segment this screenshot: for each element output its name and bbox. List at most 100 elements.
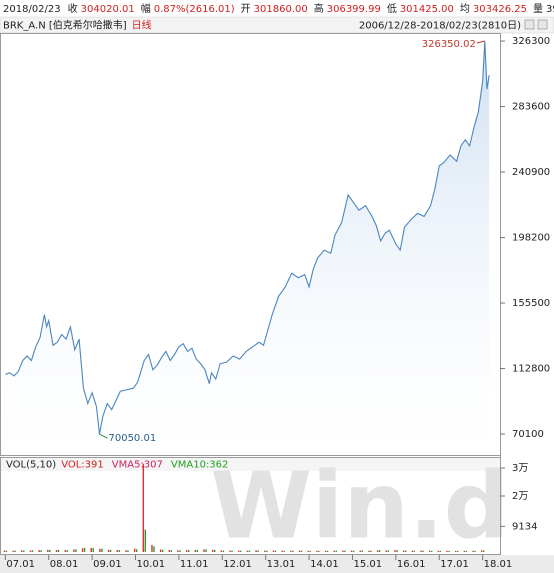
- volume-bar: [324, 550, 327, 552]
- x-tick-label: 17.01: [440, 559, 469, 570]
- volume-bar: [437, 550, 440, 552]
- volume-bar: [248, 550, 251, 552]
- volume-bar: [3, 550, 6, 552]
- volume-bar: [281, 550, 283, 552]
- y-tick-label: 155500: [512, 298, 550, 309]
- volume-bar: [361, 550, 363, 552]
- info-label: 低: [387, 2, 397, 15]
- volume-bar: [144, 529, 146, 552]
- volume-bar: [344, 550, 346, 552]
- price-line: [5, 40, 490, 435]
- volume-bar: [394, 550, 396, 552]
- info-items: 2018/02/23 收 304020.01 幅 0.87%(2616.01) 开 3018…: [3, 2, 554, 15]
- volume-bar: [404, 550, 407, 552]
- volume-bar: [359, 550, 361, 552]
- volume-bar: [12, 550, 14, 552]
- y-tick-label: 112800: [512, 364, 550, 375]
- volume-bar: [483, 550, 485, 552]
- volume-bar: [463, 550, 466, 552]
- icon-button[interactable]: [537, 19, 548, 30]
- volume-bar: [142, 463, 144, 552]
- volume-bar: [309, 550, 311, 552]
- x-tick-label: 10.01: [137, 559, 166, 570]
- volume-bar: [99, 548, 101, 552]
- volume-bar: [92, 548, 94, 552]
- volume-bar: [474, 550, 476, 552]
- volume-bar: [455, 550, 457, 552]
- volume-bar: [396, 550, 398, 552]
- legend-item: VMA10:362: [171, 460, 229, 471]
- volume-bar: [387, 550, 389, 552]
- period: 日线: [132, 19, 152, 32]
- volume-bar: [21, 550, 23, 552]
- volume-bar: [220, 550, 223, 552]
- volume-bar: [196, 549, 199, 552]
- info-value: 301425.00: [400, 4, 454, 15]
- info-label: 均: [460, 3, 470, 15]
- x-tick-label: 18.01: [484, 559, 513, 570]
- y-tick-label: 198200: [512, 233, 550, 244]
- info-label: 量: [533, 3, 543, 15]
- volume-bar: [151, 544, 153, 552]
- volume-bar: [125, 550, 127, 552]
- volume-bar: [292, 550, 294, 552]
- price-area: [5, 40, 490, 455]
- volume-bar: [272, 550, 275, 552]
- volume-bar: [350, 550, 353, 552]
- volume-bar: [446, 550, 448, 552]
- volume-bar: [29, 550, 32, 552]
- volume-bar: [205, 549, 207, 552]
- x-tick-label: 15.01: [353, 559, 382, 570]
- volume-bar: [179, 550, 181, 552]
- volume-bar: [370, 550, 372, 552]
- volume-bar: [229, 550, 231, 552]
- volume-bar: [23, 550, 25, 552]
- volume-bar: [135, 549, 138, 552]
- volume-bar: [378, 550, 381, 552]
- info-value: 306399.99: [327, 4, 381, 15]
- volume-bar: [5, 550, 8, 552]
- volume-bar: [168, 550, 171, 552]
- volume-bar: [246, 550, 249, 552]
- annotation-label: 70050.01: [108, 433, 156, 444]
- volume-bar: [307, 550, 309, 552]
- volume-bar: [161, 549, 164, 552]
- y-tick-label: 240900: [512, 167, 550, 178]
- instrument-title: BRK_A.N [伯克希尔哈撒韦]: [3, 19, 127, 32]
- y-tick-label: 70100: [512, 429, 544, 440]
- volume-bar: [264, 550, 266, 552]
- volume-bar: [73, 549, 75, 552]
- volume-bar: [118, 550, 120, 552]
- volume-bar: [14, 550, 16, 552]
- volume-bar: [55, 550, 58, 552]
- volume-bar: [116, 550, 118, 552]
- volume-bar: [47, 549, 49, 552]
- volume-bar: [57, 549, 60, 552]
- x-tick-label: 07.01: [6, 559, 35, 570]
- volume-bar: [481, 550, 483, 552]
- volume-bar: [185, 550, 188, 552]
- volume-bar: [457, 550, 459, 552]
- y-tick-label: 283600: [512, 102, 550, 113]
- info-value: 391: [546, 4, 554, 15]
- x-tick-label: 08.01: [50, 559, 79, 570]
- volume-bar: [212, 549, 214, 552]
- icon-button[interactable]: [524, 19, 535, 30]
- volume-bar: [428, 550, 431, 552]
- volume-bar: [290, 550, 292, 552]
- volume-bar: [318, 550, 320, 552]
- volume-bar: [257, 550, 259, 552]
- volume-bar: [333, 550, 335, 552]
- info-label: 高: [314, 2, 324, 15]
- volume-bar: [133, 548, 136, 552]
- volume-bar: [153, 546, 155, 552]
- y-tick-label: 2万: [512, 491, 528, 502]
- volume-bar: [411, 550, 414, 552]
- volume-bar: [83, 547, 86, 552]
- volume-plot: [0, 457, 501, 555]
- volume-bar: [342, 550, 344, 552]
- info-value: 301860.00: [254, 4, 308, 15]
- volume-bar: [368, 550, 370, 552]
- info-value: 303426.25: [473, 4, 527, 15]
